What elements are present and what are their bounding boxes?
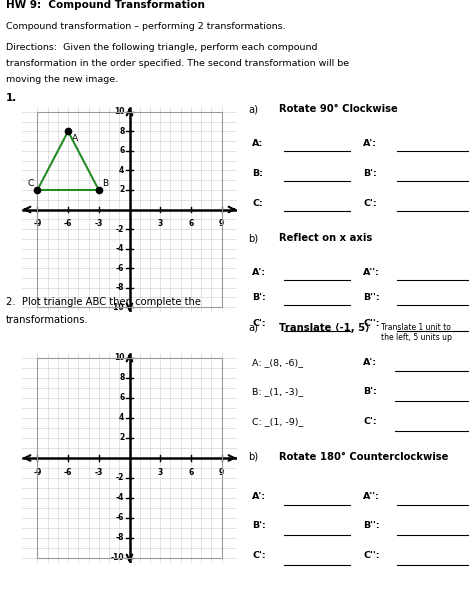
Text: -6: -6: [116, 264, 124, 273]
Text: B'':: B'':: [364, 294, 380, 303]
Text: 6: 6: [119, 146, 124, 155]
Text: 3: 3: [157, 219, 163, 228]
Text: 6: 6: [119, 393, 124, 403]
Text: C':: C':: [253, 551, 266, 560]
Text: transformations.: transformations.: [6, 315, 89, 325]
Text: B'':: B'':: [364, 521, 380, 530]
Text: 9: 9: [219, 468, 224, 477]
Text: Rotate 180° Counterclockwise: Rotate 180° Counterclockwise: [279, 452, 448, 462]
Text: -10: -10: [111, 303, 124, 312]
Text: B':: B':: [253, 294, 266, 303]
Text: -8: -8: [116, 283, 124, 292]
Text: A':: A':: [253, 268, 266, 276]
Text: B: _(1, -3)_: B: _(1, -3)_: [253, 387, 303, 396]
Text: A':: A':: [253, 491, 266, 501]
Text: -6: -6: [64, 219, 72, 228]
Text: A':: A':: [364, 139, 377, 148]
Text: C:: C:: [253, 199, 263, 208]
Text: -4: -4: [116, 244, 124, 253]
Text: -8: -8: [116, 533, 124, 543]
Text: HW 9:  Compound Transformation: HW 9: Compound Transformation: [6, 0, 205, 10]
Text: Compound transformation – performing 2 transformations.: Compound transformation – performing 2 t…: [6, 22, 286, 31]
Text: 10: 10: [114, 353, 124, 362]
Text: a): a): [248, 323, 258, 333]
Text: C':: C':: [253, 319, 266, 328]
Text: A:: A:: [253, 139, 264, 148]
Text: 8: 8: [119, 373, 124, 382]
Text: C'':: C'':: [364, 551, 380, 560]
Text: 4: 4: [119, 166, 124, 175]
Text: 2: 2: [119, 434, 124, 443]
Text: -6: -6: [116, 513, 124, 523]
Bar: [37, 358, 222, 558]
Text: transformation in the order specified. The second transformation will be: transformation in the order specified. T…: [6, 59, 349, 68]
Text: b): b): [248, 452, 258, 462]
Text: C':: C':: [364, 417, 377, 426]
Text: B':: B':: [364, 169, 377, 178]
Text: C'':: C'':: [364, 319, 380, 328]
Text: 8: 8: [119, 127, 124, 136]
Text: moving the new image.: moving the new image.: [6, 75, 118, 84]
Text: A'':: A'':: [364, 491, 380, 501]
Text: 6: 6: [188, 219, 193, 228]
Text: 1.: 1.: [6, 93, 17, 103]
Text: C: C: [27, 179, 33, 188]
Text: Rotate 90° Clockwise: Rotate 90° Clockwise: [279, 104, 398, 114]
Text: 2: 2: [119, 186, 124, 194]
Text: Directions:  Given the following triangle, perform each compound: Directions: Given the following triangle…: [6, 43, 318, 52]
Text: 3: 3: [157, 468, 163, 477]
Text: -6: -6: [64, 468, 72, 477]
Text: -2: -2: [116, 474, 124, 482]
Text: -3: -3: [95, 468, 103, 477]
Text: A: A: [72, 135, 78, 143]
Text: -10: -10: [111, 554, 124, 563]
Text: B':: B':: [253, 521, 266, 530]
Text: B':: B':: [364, 387, 377, 396]
Text: Translate ⟨-1, 5⟩: Translate ⟨-1, 5⟩: [279, 323, 370, 333]
Text: 10: 10: [114, 107, 124, 116]
Text: C':: C':: [364, 199, 377, 208]
Text: 4: 4: [119, 414, 124, 423]
Text: -2: -2: [116, 225, 124, 233]
Text: -3: -3: [95, 219, 103, 228]
Text: 9: 9: [219, 219, 224, 228]
Bar: [37, 112, 222, 307]
Text: 2.  Plot triangle ABC then complete the: 2. Plot triangle ABC then complete the: [6, 297, 201, 307]
Text: B:: B:: [253, 169, 264, 178]
Text: C: _(1, -9)_: C: _(1, -9)_: [253, 417, 304, 426]
Text: B: B: [102, 179, 108, 188]
Text: Translate 1 unit to
the left, 5 units up: Translate 1 unit to the left, 5 units up: [381, 323, 452, 342]
Text: A'':: A'':: [364, 268, 380, 276]
Text: a): a): [248, 104, 258, 114]
Text: 6: 6: [188, 468, 193, 477]
Text: b): b): [248, 233, 258, 244]
Text: -9: -9: [33, 468, 42, 477]
Text: Reflect on x axis: Reflect on x axis: [279, 233, 373, 244]
Text: A: _(8, -6)_: A: _(8, -6)_: [253, 357, 303, 367]
Text: A':: A':: [364, 357, 377, 367]
Text: -9: -9: [33, 219, 42, 228]
Text: -4: -4: [116, 493, 124, 502]
